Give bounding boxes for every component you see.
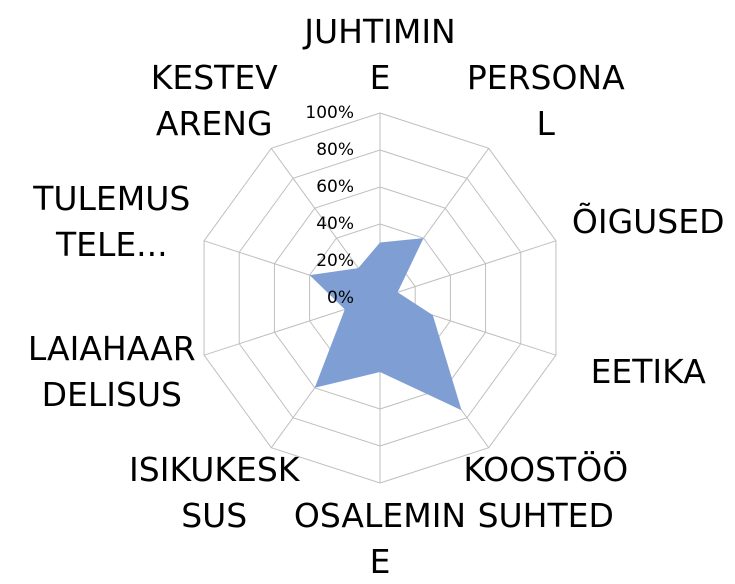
category-label: ÕIGUSED	[572, 201, 725, 241]
r-tick-label: 100%	[305, 103, 354, 123]
category-label: ISIKUKESK SUS	[129, 449, 301, 534]
r-tick-label: 20%	[316, 251, 354, 271]
category-label: JUHTIMIN E	[302, 12, 455, 97]
r-tick-label: 0%	[327, 288, 354, 308]
category-label: OSALEMIN E	[294, 496, 466, 581]
data-area	[309, 238, 462, 411]
category-label: EETIKA	[591, 351, 707, 390]
category-label: TULEMUS TELE...	[32, 179, 190, 264]
category-label: PERSONA L	[467, 58, 625, 143]
r-tick-label: 80%	[316, 140, 354, 160]
r-tick-label: 40%	[316, 214, 354, 234]
spoke	[379, 240, 557, 299]
category-label: LAIAHAAR DELISUS	[28, 328, 196, 413]
category-label: KESTEV ARENG	[151, 58, 278, 143]
category-label: KOOSTÖÖ SUHTED	[463, 448, 628, 534]
r-tick-label: 60%	[316, 177, 354, 197]
